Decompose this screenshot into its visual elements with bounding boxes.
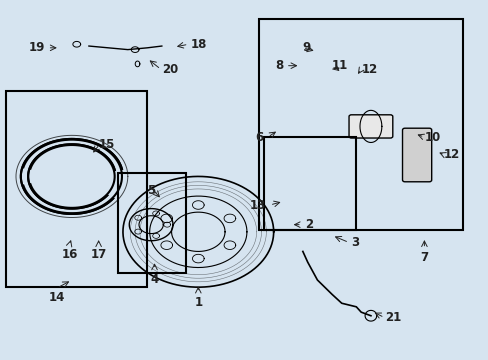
Text: 5: 5 <box>147 184 155 197</box>
FancyBboxPatch shape <box>402 128 431 182</box>
Text: 13: 13 <box>250 198 266 212</box>
Text: 11: 11 <box>331 59 347 72</box>
Text: 7: 7 <box>420 251 427 265</box>
FancyBboxPatch shape <box>348 115 392 138</box>
Text: 19: 19 <box>29 41 45 54</box>
Text: 4: 4 <box>150 273 158 286</box>
Text: 15: 15 <box>99 138 115 151</box>
Text: 8: 8 <box>275 59 283 72</box>
Text: 20: 20 <box>162 63 178 76</box>
Text: 10: 10 <box>424 131 440 144</box>
Text: 12: 12 <box>443 148 459 162</box>
Text: 21: 21 <box>385 311 401 324</box>
Text: 12: 12 <box>361 63 377 76</box>
Text: 14: 14 <box>49 291 65 304</box>
Text: 17: 17 <box>90 248 106 261</box>
Text: 1: 1 <box>194 296 202 309</box>
Text: 18: 18 <box>191 38 207 51</box>
Text: 3: 3 <box>351 236 359 249</box>
Text: 6: 6 <box>255 131 264 144</box>
Text: 9: 9 <box>302 41 310 54</box>
Text: 16: 16 <box>61 248 78 261</box>
Text: 2: 2 <box>305 218 313 231</box>
